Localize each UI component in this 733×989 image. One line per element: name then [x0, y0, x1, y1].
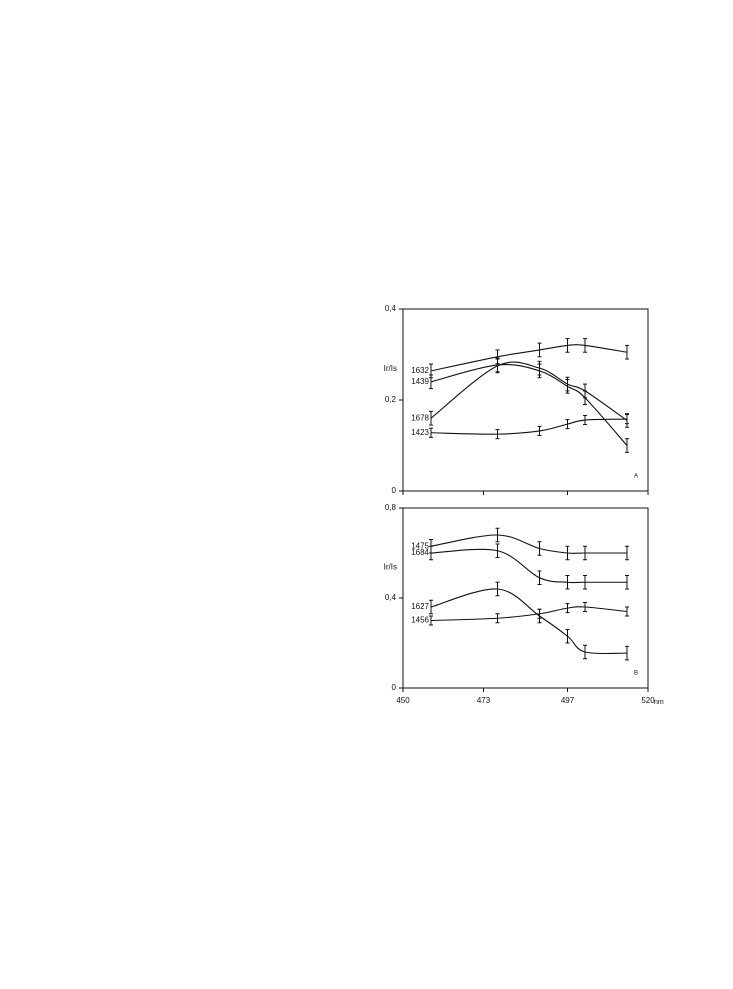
series-label: 1439: [411, 377, 429, 386]
series-label: 1456: [411, 616, 429, 625]
x-tick-label: 497: [561, 696, 575, 705]
series-line: [430, 548, 627, 584]
series-line: [430, 534, 627, 554]
series-line: [430, 361, 628, 421]
panel-label: B: [634, 671, 638, 677]
x-tick-label: 450: [396, 696, 410, 705]
plot-frame: [402, 308, 649, 492]
series-line: [430, 588, 628, 655]
x-tick-label: 473: [477, 696, 491, 705]
series-line: [430, 418, 628, 435]
series-label: 1475: [411, 541, 429, 550]
y-tick-label: 0,2: [385, 395, 397, 404]
panel-label: A: [634, 474, 638, 480]
plot-frame: [402, 507, 649, 689]
y-axis-label: Ir/Is: [384, 563, 397, 572]
y-axis-label: Ir/Is: [384, 364, 397, 373]
series-label: 1678: [411, 413, 429, 422]
series-line: [430, 364, 628, 446]
x-tick-label: 520: [641, 696, 655, 705]
series-label: 1684: [411, 548, 429, 557]
y-tick-label: 0,4: [385, 593, 397, 602]
series-label: 1627: [411, 602, 429, 611]
y-tick-label: 0: [392, 683, 397, 692]
series-label: 1632: [411, 366, 429, 375]
series-line: [430, 344, 628, 372]
y-tick-label: 0: [392, 486, 397, 495]
series-line: [430, 606, 628, 622]
y-tick-label: 0,4: [385, 304, 397, 313]
x-axis-label: nm: [654, 699, 664, 706]
series-label: 1423: [411, 428, 429, 437]
y-tick-label: 0,8: [385, 503, 397, 512]
